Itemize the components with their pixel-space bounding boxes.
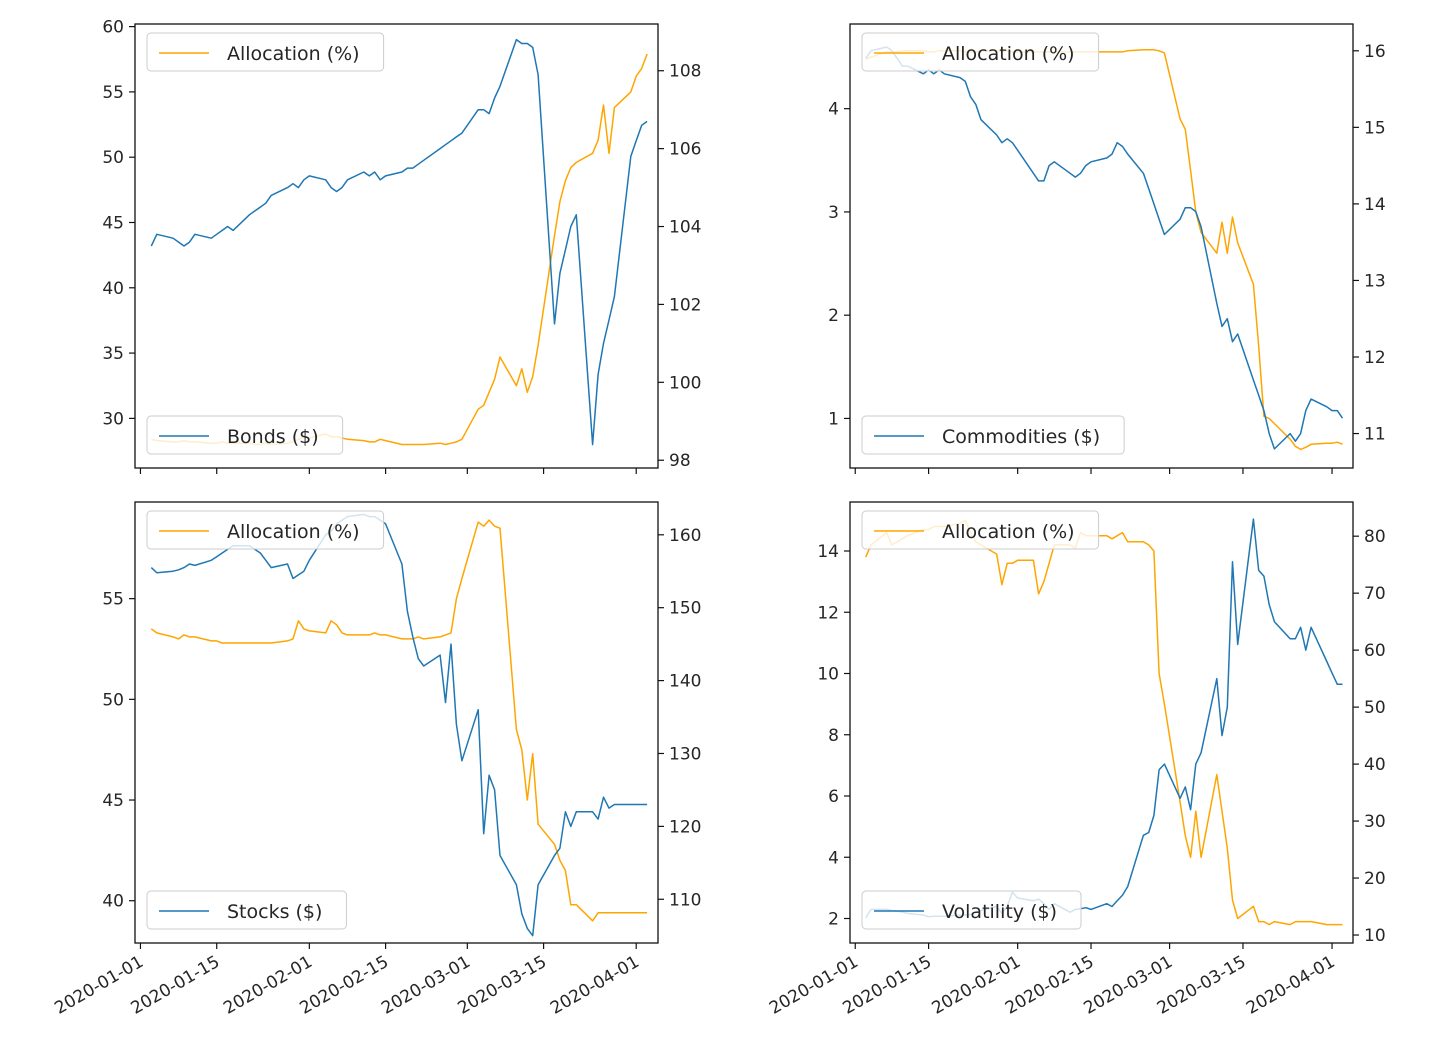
legend-value: Commodities ($) [861,415,1125,455]
right-y-tick-label: 100 [669,373,701,393]
right-y-tick-label: 11 [1364,425,1386,445]
left-y-tick-label: 40 [102,279,124,299]
left-y-tick-label: 45 [102,213,124,233]
legend-box [146,415,344,455]
right-y-tick-label: 80 [1364,527,1386,547]
series-line-bonds [150,38,648,446]
legend-box [146,510,385,550]
left-y-tick-label: 6 [828,787,839,807]
legend-box [861,890,1082,930]
left-y-tick-label: 8 [828,726,839,746]
left-y-tick-label: 1 [828,409,839,429]
legend-box [146,32,385,72]
right-y-tick-label: 10 [1364,926,1386,946]
left-y-tick-label: 35 [102,344,124,364]
legend-label: Volatility ($) [942,901,1057,923]
right-y-tick-label: 108 [669,62,701,82]
legend-allocation: Allocation (%) [146,32,385,72]
legend-box [861,32,1100,72]
legend-label: Allocation (%) [227,521,360,543]
legend-box [146,890,347,930]
right-y-tick-label: 130 [669,744,701,764]
right-y-tick-label: 13 [1364,271,1386,291]
axes-frame [849,23,1354,469]
legend-label: Bonds ($) [227,426,319,448]
left-y-tick-label: 40 [102,892,124,912]
right-y-tick-label: 12 [1364,348,1386,368]
legend-label: Stocks ($) [227,901,322,923]
legend-label: Allocation (%) [942,521,1075,543]
right-y-tick-label: 15 [1364,118,1386,138]
right-y-tick-label: 140 [669,672,701,692]
right-y-tick-label: 150 [669,599,701,619]
legend-box [861,510,1100,550]
right-y-tick-label: 14 [1364,195,1386,215]
legend-value: Volatility ($) [861,890,1082,930]
right-y-tick-label: 20 [1364,869,1386,889]
right-y-tick-label: 40 [1364,755,1386,775]
axes-frame [849,501,1354,944]
legend-value: Stocks ($) [146,890,347,930]
chart-panel-1: 30 35 40 45 50 55 60 98 100 102 104 106 108 Allocatio… [102,18,701,474]
right-y-tick-label: 102 [669,295,701,315]
right-y-tick-label: 98 [669,451,691,471]
left-y-tick-label: 10 [817,665,839,685]
right-y-tick-label: 106 [669,140,701,160]
left-y-tick-label: 50 [102,148,124,168]
legend-allocation: Allocation (%) [861,510,1100,550]
left-y-tick-label: 2 [828,910,839,930]
left-y-tick-label: 60 [102,18,124,38]
left-y-tick-label: 45 [102,791,124,811]
legend-allocation: Allocation (%) [146,510,385,550]
right-y-tick-label: 60 [1364,641,1386,661]
left-y-tick-label: 50 [102,690,124,710]
series-line-commodities [865,46,1344,450]
left-y-tick-label: 55 [102,83,124,103]
axes-frame [134,23,659,469]
legend-value: Bonds ($) [146,415,344,455]
legend-label: Allocation (%) [942,43,1075,65]
chart-panel-4: 246810121410203040506070802020-01-012020… [766,501,1386,1019]
legend-label: Allocation (%) [227,43,360,65]
left-y-tick-label: 4 [828,100,839,120]
left-y-tick-label: 4 [828,848,839,868]
left-y-tick-label: 55 [102,590,124,610]
right-y-tick-label: 70 [1364,584,1386,604]
right-y-tick-label: 16 [1364,42,1386,62]
left-y-tick-label: 12 [817,603,839,623]
series-line-volatility [865,518,1343,919]
x-tick-label: 2020-04-01 [547,952,643,1019]
series-line-allocation [150,519,648,922]
left-y-tick-label: 14 [817,542,839,562]
series-line-allocation [865,519,1343,926]
right-y-tick-label: 50 [1364,698,1386,718]
x-tick-label: 2020-04-01 [1243,952,1339,1019]
right-y-tick-label: 104 [669,218,701,238]
axes-frame [134,501,659,944]
legend-allocation: Allocation (%) [861,32,1100,72]
left-y-tick-label: 3 [828,203,839,223]
left-y-tick-label: 30 [102,409,124,429]
left-y-tick-label: 2 [828,306,839,326]
series-line-stocks [150,513,648,937]
series-line-allocation [151,53,648,446]
legend-label: Commodities ($) [942,426,1100,448]
legend-box [861,415,1125,455]
chart-panel-3: 404550551101201301401501602020-01-012020… [51,501,701,1019]
right-y-tick-label: 110 [669,890,701,910]
series-line-allocation [865,49,1343,451]
right-y-tick-label: 160 [669,526,701,546]
right-y-tick-label: 120 [669,817,701,837]
right-y-tick-label: 30 [1364,812,1386,832]
